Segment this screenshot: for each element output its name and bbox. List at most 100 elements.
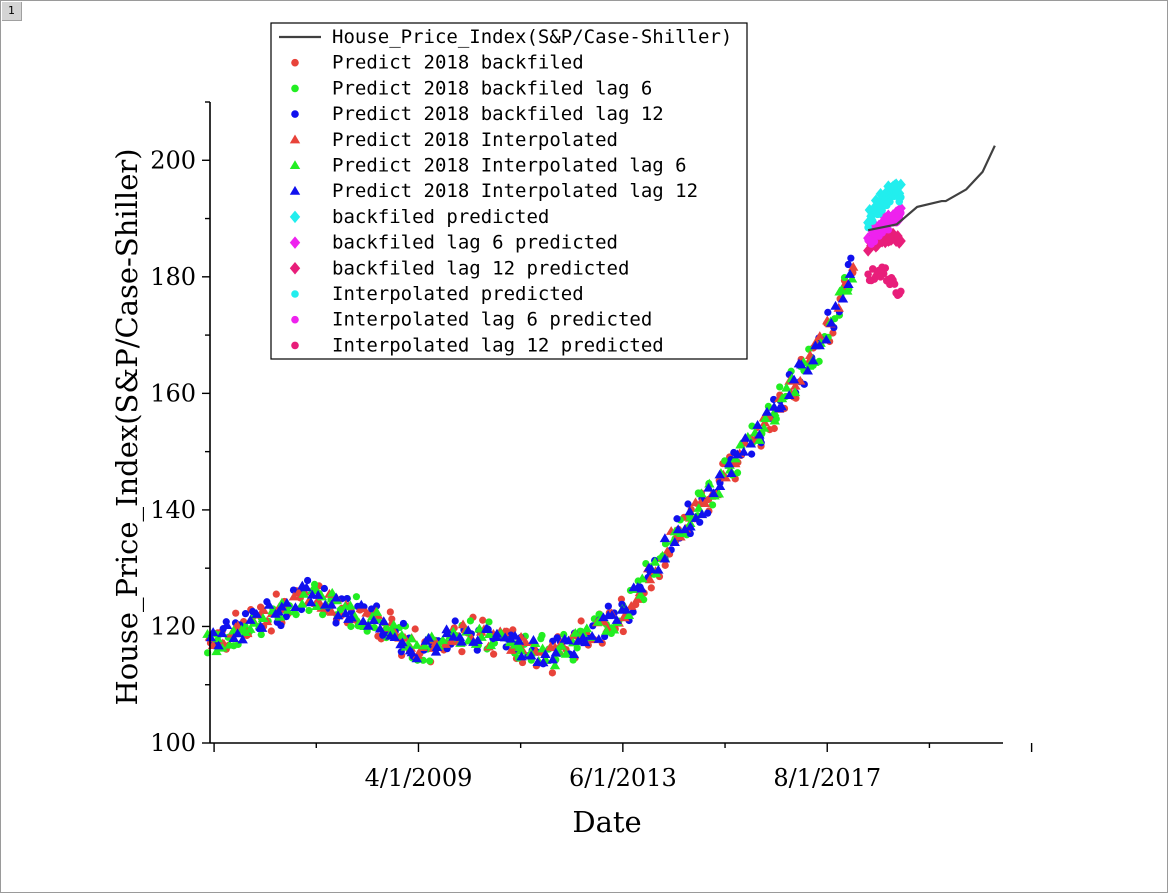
backfiled-lag6-point <box>708 501 717 509</box>
interpolated-lag12-point <box>513 635 525 645</box>
x-tick-label: 4/1/2009 <box>365 764 473 792</box>
backfiled-lag6-point <box>305 606 313 615</box>
interpolated-lag6-point <box>282 604 294 614</box>
interpolated-lag12-point <box>378 616 389 626</box>
interpolated-lag6-point <box>781 382 792 392</box>
interpolated-lag12-point <box>745 438 757 448</box>
interpolated-lag12-point <box>463 625 474 635</box>
interpolated-lag12-point <box>568 649 580 659</box>
interpolated-lag6-point <box>419 640 430 650</box>
interpolated-lag12-point <box>305 597 317 607</box>
interpolated-lag6-point <box>789 387 801 397</box>
legend-label: Predict 2018 Interpolated lag 12 <box>332 180 698 202</box>
house-price-index-line <box>867 145 996 232</box>
interpolated-point <box>699 498 711 508</box>
interpolated-point <box>662 546 673 556</box>
interpolated-lag12-point <box>406 647 418 657</box>
x-tick-label: 6/1/2013 <box>569 764 677 792</box>
legend-marker <box>291 110 299 118</box>
backfiled-lag6-point <box>538 631 546 640</box>
interpolated-lag12-point <box>312 590 324 599</box>
backfiled-lag6-point <box>721 457 729 465</box>
interpolated-lag12-point <box>374 623 386 633</box>
interpolated-lag12-point <box>740 432 751 442</box>
backfiled-lag12-point <box>673 515 681 523</box>
page-number-tab[interactable]: 1 <box>2 2 22 21</box>
interpolated-lag6-point <box>842 285 853 295</box>
interpolated-lag12-point <box>491 628 503 638</box>
legend-marker <box>289 185 301 195</box>
backfiled-lag6-point <box>347 622 355 631</box>
interpolated-lag12-point <box>821 334 832 344</box>
interpolated-lag12-point <box>669 537 680 546</box>
interpolated-lag12-point <box>276 601 287 611</box>
backfiled-point <box>829 329 837 337</box>
legend-marker <box>289 236 301 249</box>
interpolated-lag12-point <box>363 620 374 630</box>
interpolated-lag12-point <box>844 269 856 278</box>
interpolated-lag12-point <box>776 401 787 411</box>
interpolated-lag12-point <box>389 632 400 641</box>
interpolated-lag6-point <box>298 588 309 598</box>
data-marks <box>202 145 996 677</box>
interpolated-lag6-point <box>381 622 392 632</box>
interpolated-lag6-point <box>581 623 592 633</box>
interpolated-point <box>814 331 825 340</box>
backfiled-lag12-point <box>748 450 756 458</box>
interpolated-lag6-point <box>846 273 858 283</box>
interpolated-lag12-point <box>783 390 795 399</box>
interpolated-lag6-point <box>601 625 612 635</box>
interpolated-lag12-point <box>326 599 337 609</box>
forecast-point <box>870 237 879 246</box>
forecast-point <box>897 287 905 296</box>
backfiled-lag6-point <box>319 611 327 619</box>
forecast-point <box>897 193 905 202</box>
backfiled-point <box>770 424 778 433</box>
interpolated-lag12-point <box>586 631 598 640</box>
interpolated-lag12-point <box>290 602 301 612</box>
interpolated-lag12-point <box>301 582 312 592</box>
backfiled-lag12-point <box>297 605 306 614</box>
interpolated-lag6-point <box>371 607 383 616</box>
interpolated-lag6-point <box>803 360 815 370</box>
legend-label: Predict 2018 backfiled <box>332 52 584 74</box>
interpolated-lag6-point <box>704 478 715 488</box>
interpolated-lag6-point <box>754 435 765 444</box>
backfiled-lag12-point <box>372 602 381 610</box>
interpolated-point <box>644 574 656 584</box>
interpolated-lag12-point <box>228 633 240 643</box>
interpolated-lag12-point <box>738 446 749 456</box>
forecast-point <box>868 217 877 225</box>
interpolated-lag12-point <box>330 592 342 602</box>
y-tick-label: 200 <box>150 146 196 174</box>
interpolated-lag6-point <box>311 601 322 611</box>
backfiled-point <box>490 650 498 658</box>
interpolated-lag6-point <box>345 600 356 610</box>
interpolated-lag12-point <box>572 636 584 645</box>
forecast-point <box>897 209 905 217</box>
backfiled-lag12-point <box>289 586 298 594</box>
forecast-point <box>864 270 872 279</box>
interpolated-lag12-point <box>356 599 367 609</box>
backfiled-lag12-point <box>604 602 612 610</box>
legend-marker <box>289 134 301 144</box>
legend-label: backfiled predicted <box>332 206 549 228</box>
interpolated-lag12-point <box>708 488 719 498</box>
interpolated-lag12-point <box>237 634 248 644</box>
legend-marker <box>291 290 299 298</box>
interpolated-lag12-point <box>814 340 825 350</box>
legend-label: Predict 2018 backfiled lag 6 <box>332 77 652 99</box>
backfiled-lag12-point <box>684 500 692 508</box>
legend-box <box>270 22 748 360</box>
interpolated-lag12-point <box>251 609 262 618</box>
interpolated-lag12-point <box>672 524 684 534</box>
interpolated-lag12-point <box>636 583 647 593</box>
interpolated-lag12-point <box>580 637 591 647</box>
interpolated-lag6-point <box>735 439 746 449</box>
backfiled-lag12-point <box>241 610 250 618</box>
interpolated-lag12-point <box>528 635 539 644</box>
backfiled-lag6-point <box>485 618 493 626</box>
interpolated-point <box>790 380 801 390</box>
interpolated-lag12-point <box>456 636 467 646</box>
